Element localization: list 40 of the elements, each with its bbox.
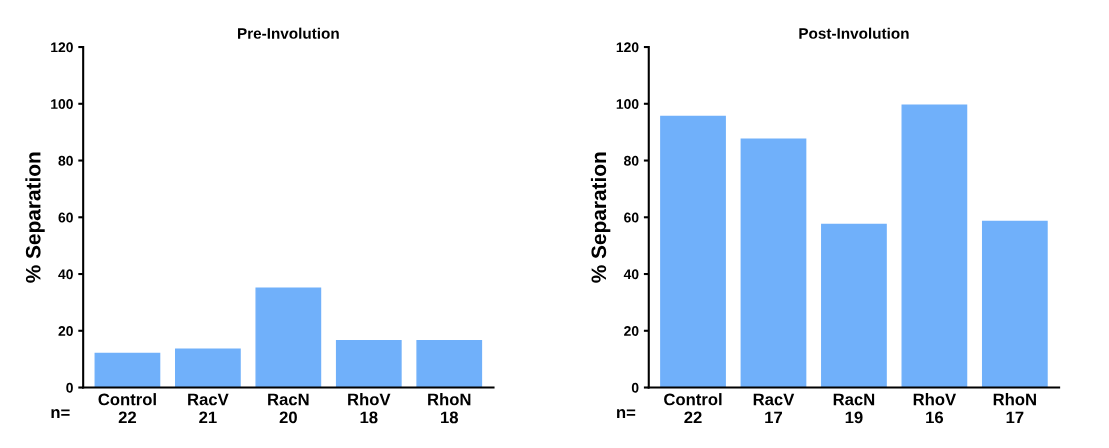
y-tick-label: 80 <box>624 155 639 166</box>
bar <box>660 115 726 388</box>
chart-title: Post-Involution <box>799 27 909 39</box>
x-tick-label: RacV 21 <box>188 393 229 424</box>
y-tick-label: 120 <box>51 42 73 53</box>
bar <box>335 340 402 388</box>
chart-title: Pre-Involution <box>238 27 339 39</box>
y-tick-label: 100 <box>51 99 73 109</box>
y-tick-label: 20 <box>58 326 73 336</box>
text: n= <box>617 409 636 419</box>
y-tick-label: 100 <box>616 99 639 109</box>
bar <box>255 287 322 388</box>
y-tick-label: 0 <box>66 382 73 393</box>
x-tick-label: RacV 17 <box>753 393 795 424</box>
x-tick-label: RhoN 18 <box>428 393 471 424</box>
y-tick-label: 60 <box>58 212 73 223</box>
bar <box>981 220 1048 388</box>
bar <box>901 104 968 388</box>
y-axis-title: % Separation <box>25 152 45 283</box>
x-tick-label: RhoV 18 <box>348 393 391 424</box>
y-tick-label: 80 <box>58 155 73 166</box>
y-tick-label: 0 <box>631 382 639 393</box>
bar <box>740 138 807 388</box>
bar <box>416 340 483 388</box>
x-tick-label: Control 22 <box>664 393 722 424</box>
y-tick-label: 20 <box>624 326 639 336</box>
y-tick-label: 40 <box>58 269 73 280</box>
x-tick-label: RhoN 17 <box>993 393 1036 424</box>
y-axis-title: % Separation <box>590 152 611 283</box>
text: n= <box>51 409 70 419</box>
x-tick-label: Control 22 <box>98 393 156 424</box>
y-tick-label: 40 <box>623 269 639 280</box>
x-tick-label: RacN 20 <box>268 393 309 424</box>
bar <box>94 352 161 388</box>
bar <box>175 348 241 388</box>
x-tick-label: RhoV 16 <box>913 393 957 424</box>
y-tick-label: 120 <box>616 42 639 53</box>
bar <box>821 223 887 388</box>
y-tick-label: 60 <box>624 212 639 223</box>
x-tick-label: RacN 19 <box>833 393 875 424</box>
